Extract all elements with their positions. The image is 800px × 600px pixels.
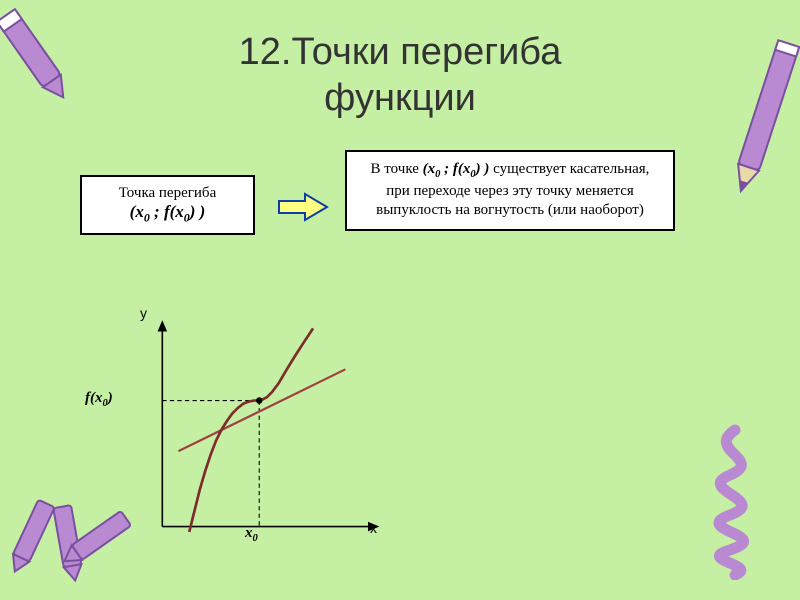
definition-box-left: Точка перегиба (x0 ; f(x0) ) (80, 175, 255, 235)
title-line-2: функции (324, 77, 476, 119)
definition-box-right: В точке (x0 ; f(x0) ) существует касател… (345, 150, 675, 231)
box-left-line1: Точка перегиба (94, 185, 241, 202)
axis-label-y: у (140, 305, 147, 321)
crayons-bottom-left (5, 475, 145, 595)
crayon-top-left (0, 0, 80, 110)
box-left-line2: (x0 ; f(x0) ) (94, 202, 241, 225)
label-x0: x0 (245, 525, 258, 544)
pencil-top-right (720, 30, 800, 210)
squiggle-bottom-right (680, 420, 790, 580)
inflection-chart (130, 310, 410, 560)
arrow-icon (277, 192, 329, 222)
box-right-emphasis: (x0 ; f(x0) ) (423, 161, 490, 177)
label-fx0: f(x0) (85, 390, 113, 409)
title-line-1: 12.Точки перегиба (239, 31, 562, 73)
slide-title: 12.Точки перегиба функции (0, 0, 800, 121)
axis-label-x: х (370, 520, 377, 536)
